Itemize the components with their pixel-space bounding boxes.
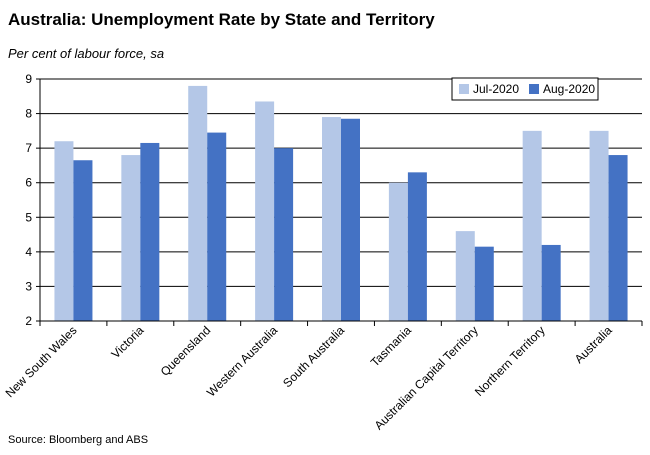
chart-subtitle: Per cent of labour force, sa: [8, 46, 165, 61]
x-axis: New South Wales Victoria QueenslandWestern…: [3, 320, 643, 432]
bar-aug-2020-0: [73, 160, 93, 321]
bar-aug-2020-7: [541, 244, 561, 321]
bar-aug-2020-8: [608, 155, 628, 321]
y-tick-label: 4: [25, 245, 32, 259]
bar-aug-2020-4: [341, 118, 360, 321]
y-tick-label: 7: [25, 141, 32, 155]
bar-jul-2020-7: [522, 130, 542, 321]
bar-jul-2020-0: [54, 141, 74, 321]
y-tick-label: 9: [25, 72, 32, 86]
legend-box: [451, 77, 599, 101]
bar-aug-2020-1: [140, 142, 160, 321]
bar-jul-2020-2: [188, 85, 208, 322]
bar-jul-2020-1: [121, 155, 141, 321]
x-category-label: Queensland: [158, 323, 214, 379]
x-category-label: New South Wales: [3, 323, 80, 400]
x-category-label: Western Australia: [204, 323, 280, 399]
chart-title: Australia: Unemployment Rate by State an…: [8, 10, 435, 29]
bar-jul-2020-3: [255, 101, 275, 321]
bar-jul-2020-4: [322, 117, 341, 322]
legend-label: Aug-2020: [543, 82, 595, 96]
y-tick-label: 8: [25, 107, 32, 121]
source-note: Source: Bloomberg and ABS: [8, 434, 149, 446]
x-category-label: South Australia: [280, 323, 347, 390]
y-tick-label: 2: [25, 314, 32, 328]
y-tick-label: 6: [25, 176, 32, 190]
bar-aug-2020-6: [474, 246, 494, 321]
bar-aug-2020-2: [207, 132, 227, 321]
bar-jul-2020-8: [589, 130, 609, 321]
y-tick-label: 3: [25, 279, 32, 293]
legend: Jul-2020 Aug-2020: [451, 77, 599, 101]
legend-label: Jul-2020: [473, 82, 519, 96]
legend-swatch: [459, 84, 469, 94]
bars: [54, 85, 628, 322]
x-category-label: Tasmania: [368, 323, 414, 369]
y-axis: 2 3 4 5 6 7 8 9: [25, 72, 41, 328]
legend-swatch: [529, 84, 539, 94]
bar-jul-2020-5: [388, 182, 408, 321]
x-category-label: Australia: [572, 323, 615, 366]
bar-aug-2020-5: [407, 172, 427, 321]
bar-jul-2020-6: [455, 231, 475, 321]
x-category-label: Northern Territory: [472, 323, 548, 399]
y-tick-label: 5: [25, 210, 32, 224]
bar-aug-2020-3: [274, 148, 294, 321]
x-category-label: Victoria: [108, 323, 146, 361]
